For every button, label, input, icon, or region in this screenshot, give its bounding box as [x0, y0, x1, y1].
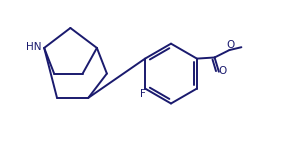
Text: HN: HN: [26, 42, 41, 51]
Text: O: O: [219, 66, 227, 76]
Text: F: F: [141, 89, 146, 99]
Text: O: O: [226, 40, 235, 50]
